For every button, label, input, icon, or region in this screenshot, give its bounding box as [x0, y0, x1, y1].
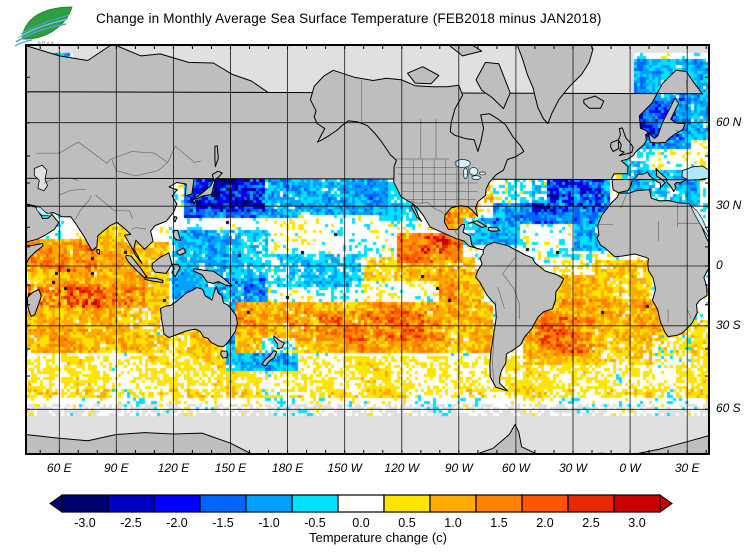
leaf-logo-icon — [14, 6, 73, 47]
lat-label-30S: 30 S — [716, 317, 741, 332]
land-mindanao — [176, 247, 187, 256]
land-japan — [192, 170, 223, 205]
colorbar-segment-2.5 — [567, 494, 615, 513]
land-uk — [618, 127, 634, 157]
colorbar-tick-2.5: 2.5 — [582, 516, 599, 530]
map-overlay — [25, 44, 710, 455]
lon-label-60E: 60 E — [46, 461, 72, 475]
logo-caption-line1: BRUA — [38, 40, 55, 45]
colorbar-segment-0.5 — [383, 494, 431, 513]
colorbar-segment-2.0 — [521, 494, 569, 513]
colorbar-segment-0.0 — [337, 494, 385, 513]
chart-title: Change in Monthly Average Sea Surface Te… — [96, 11, 602, 26]
caspian-sea — [33, 164, 48, 192]
colorbar-tick-0.0: 0.0 — [352, 516, 369, 530]
land-europe — [25, 69, 706, 193]
lake-superior — [454, 159, 471, 168]
lat-label-0: 0 — [716, 258, 723, 272]
land-luzon — [172, 229, 182, 242]
colorbar-tick--3.0: -3.0 — [74, 516, 96, 530]
land-arabia — [25, 204, 60, 243]
colorbar-segment-1.0 — [429, 494, 477, 513]
colorbar-scale: -3.0 -2.5 -2.0 -1.5 -1.0 -0.5 0.0 0.5 1.0 1.5 2.0 2… — [49, 494, 673, 530]
colorbar-tick-1.5: 1.5 — [490, 516, 507, 530]
land-taiwan — [173, 216, 178, 223]
map — [25, 44, 710, 455]
black-sea — [681, 165, 710, 181]
lake-huron — [468, 167, 479, 176]
lon-label-0W: 0 W — [619, 461, 641, 475]
lon-label-120W: 120 W — [384, 461, 420, 475]
colorbar-tick-0.5: 0.5 — [398, 516, 415, 530]
lake-erie — [471, 175, 481, 180]
land-hispaniola — [487, 226, 501, 232]
edge-ticks — [25, 44, 710, 455]
land-baja — [411, 202, 423, 222]
colorbar: -3.0 -2.5 -2.0 -1.5 -1.0 -0.5 0.0 0.5 1.0 1.5 2.0 2… — [48, 490, 728, 556]
land-australia — [160, 286, 238, 347]
land-borneo — [151, 252, 173, 274]
colorbar-arrow-right — [659, 494, 673, 513]
lon-label-120E: 120 E — [157, 461, 190, 475]
borders-asia — [36, 141, 202, 230]
agency-logo: BRUA HAII — [14, 6, 73, 50]
land-sri-lanka — [96, 248, 101, 255]
land-nz-north — [273, 335, 285, 350]
colorbar-tick--1.0: -1.0 — [258, 516, 280, 530]
colorbar-tick--0.5: -0.5 — [304, 516, 326, 530]
land-tasmania — [220, 350, 228, 359]
lon-label-180E: 180 E — [271, 461, 304, 475]
lon-label-150E: 150 E — [214, 461, 247, 475]
colorbar-segment-3.0 — [613, 494, 661, 513]
land-ellesmere — [446, 44, 483, 57]
land-victoria-island — [407, 66, 440, 85]
land-java — [144, 277, 164, 284]
lake-michigan — [463, 167, 468, 180]
land-baffin — [475, 61, 511, 110]
colorbar-caption: Temperature change (c) — [308, 530, 447, 545]
colorbar-segment--2.0 — [153, 494, 201, 513]
land-iceland — [583, 95, 605, 109]
land-ireland — [610, 139, 620, 152]
land-antarctica — [25, 424, 710, 455]
colorbar-tick-2.0: 2.0 — [536, 516, 553, 530]
land-sulawesi — [171, 263, 181, 278]
colorbar-segment--1.0 — [245, 494, 293, 513]
lon-label-90W: 90 W — [444, 461, 473, 475]
lon-label-30W: 30 W — [558, 461, 587, 475]
land-sakhalin — [214, 145, 219, 168]
lon-label-60W: 60 W — [501, 461, 530, 475]
lon-label-150W: 150 W — [327, 461, 362, 475]
map-frame — [25, 44, 710, 455]
colorbar-tick--2.0: -2.0 — [166, 516, 188, 530]
colorbar-tick--1.5: -1.5 — [212, 516, 234, 530]
lon-label-30E: 30 E — [674, 461, 700, 475]
colorbar-segment-1.5 — [475, 494, 523, 513]
land-greenland — [516, 44, 594, 124]
colorbar-tick-3.0: 3.0 — [628, 516, 645, 530]
lon-label-90E: 90 E — [103, 461, 129, 475]
colorbar-tick--2.5: -2.5 — [120, 516, 142, 530]
land-madagascar — [27, 288, 42, 317]
colorbar-arrow-left — [49, 494, 63, 513]
lat-label-30N: 30 N — [716, 198, 742, 213]
graticule — [25, 44, 710, 455]
colorbar-segment--1.5 — [199, 494, 247, 513]
land-new-guinea — [192, 268, 233, 287]
lake-ontario — [479, 171, 486, 176]
persian-gulf — [35, 206, 53, 217]
lat-label-60S: 60 S — [716, 401, 741, 416]
colorbar-segment--0.5 — [291, 494, 339, 513]
land-africa — [596, 189, 710, 338]
land-nz-south — [261, 350, 278, 367]
borders-africa — [597, 194, 701, 323]
colorbar-segment--3.0 — [61, 494, 109, 513]
colorbar-tick-1.0: 1.0 — [444, 516, 461, 530]
colorbar-segment--2.5 — [107, 494, 155, 513]
lat-label-60N: 60 N — [716, 114, 742, 129]
land-cuba — [467, 220, 488, 228]
